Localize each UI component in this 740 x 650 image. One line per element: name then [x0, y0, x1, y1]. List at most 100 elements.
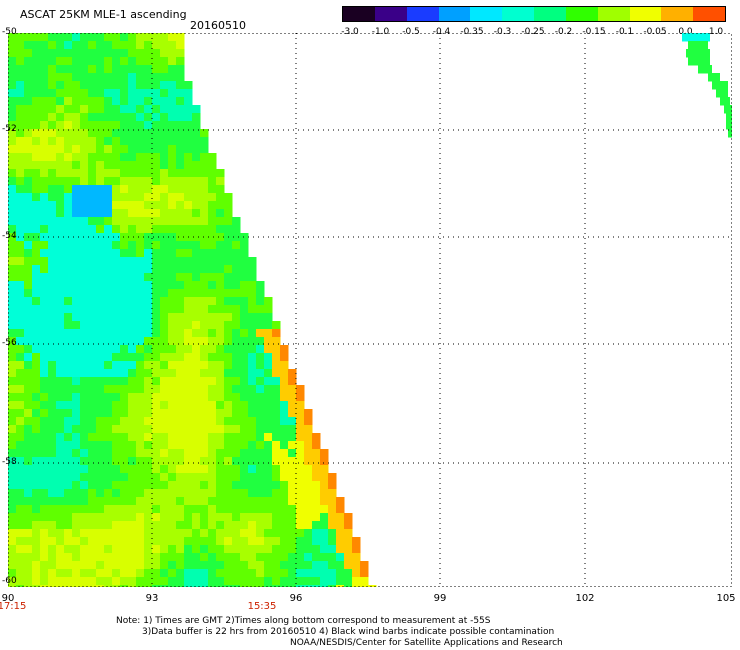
swath-cell	[88, 481, 97, 490]
swath-cell	[200, 241, 209, 250]
swath-cell	[168, 417, 177, 426]
swath-cell	[272, 537, 281, 546]
swath-cell	[184, 145, 193, 154]
swath-cell	[280, 537, 289, 546]
swath-cell	[120, 545, 129, 554]
swath-cell	[104, 297, 113, 306]
swath-cell	[96, 449, 105, 458]
swath-cell	[56, 121, 65, 130]
swath-cell	[682, 33, 710, 42]
swath-cell	[80, 113, 89, 122]
swath-cell	[32, 465, 41, 474]
swath-cell	[64, 249, 73, 258]
swath-cell	[16, 113, 25, 122]
swath-cell	[88, 569, 97, 578]
swath-cell	[32, 417, 41, 426]
swath-cell	[24, 65, 33, 74]
swath-cell	[176, 249, 185, 258]
swath-cell	[128, 177, 137, 186]
swath-cell	[136, 505, 145, 514]
swath-cell	[168, 585, 177, 587]
swath-cell	[144, 313, 153, 322]
swath-cell	[96, 361, 105, 370]
swath-cell	[56, 161, 65, 170]
swath-cell	[96, 185, 105, 194]
swath-cell	[120, 169, 129, 178]
swath-cell	[312, 505, 321, 514]
swath-cell	[232, 401, 241, 410]
swath-cell	[96, 409, 105, 418]
swath-cell	[344, 553, 353, 562]
swath-cell	[224, 209, 233, 218]
swath-cell	[288, 409, 297, 418]
swath-cell	[48, 289, 57, 298]
swath-cell	[40, 193, 49, 202]
swath-cell	[48, 89, 57, 98]
swath-cell	[48, 249, 57, 258]
swath-cell	[16, 241, 25, 250]
swath-cell	[176, 569, 185, 578]
swath-cell	[96, 73, 105, 82]
swath-cell	[88, 105, 97, 114]
swath-cell	[120, 289, 129, 298]
swath-cell	[120, 361, 129, 370]
swath-cell	[48, 585, 57, 587]
swath-cell	[40, 169, 49, 178]
swath-cell	[160, 337, 169, 346]
swath-cell	[56, 33, 65, 42]
swath-cell	[184, 105, 193, 114]
swath-cell	[56, 537, 65, 546]
swath-cell	[32, 57, 41, 66]
swath-cell	[240, 377, 249, 386]
swath-cell	[256, 369, 265, 378]
swath-cell	[224, 553, 233, 562]
swath-cell	[64, 289, 73, 298]
swath-cell	[16, 361, 25, 370]
swath-cell	[232, 521, 241, 530]
swath-cell	[336, 553, 345, 562]
swath-cell	[48, 129, 57, 138]
swath-cell	[152, 129, 161, 138]
swath-cell	[8, 497, 17, 506]
swath-cell	[104, 201, 113, 210]
swath-cell	[208, 161, 217, 170]
swath-cell	[168, 505, 177, 514]
swath-cell	[40, 305, 49, 314]
swath-cell	[184, 161, 193, 170]
swath-cell	[168, 145, 177, 154]
swath-cell	[224, 257, 233, 266]
swath-cell	[144, 201, 153, 210]
swath-cell	[16, 193, 25, 202]
swath-cell	[48, 145, 57, 154]
swath-cell	[96, 201, 105, 210]
swath-cell	[240, 553, 249, 562]
swath-cell	[216, 505, 225, 514]
swath-cell	[152, 441, 161, 450]
swath-cell	[160, 441, 169, 450]
swath-cell	[96, 33, 105, 42]
swath-cell	[88, 49, 97, 58]
swath-cell	[128, 113, 137, 122]
swath-cell	[8, 73, 17, 82]
swath-cell	[160, 321, 169, 330]
swath-cell	[80, 249, 89, 258]
swath-cell	[56, 225, 65, 234]
swath-cell	[120, 57, 129, 66]
swath-cell	[248, 281, 257, 290]
swath-cell	[72, 313, 81, 322]
swath-cell	[104, 145, 113, 154]
swath-cell	[280, 369, 289, 378]
swath-cell	[128, 473, 137, 482]
swath-cell	[288, 553, 297, 562]
swath-cell	[248, 329, 257, 338]
swath-cell	[192, 489, 201, 498]
swath-cell	[80, 169, 89, 178]
swath-cell	[224, 313, 233, 322]
swath-cell	[264, 329, 273, 338]
swath-cell	[136, 441, 145, 450]
swath-cell	[40, 337, 49, 346]
swath-cell	[24, 273, 33, 282]
swath-cell	[688, 41, 708, 50]
swath-cell	[32, 201, 41, 210]
swath-cell	[72, 65, 81, 74]
